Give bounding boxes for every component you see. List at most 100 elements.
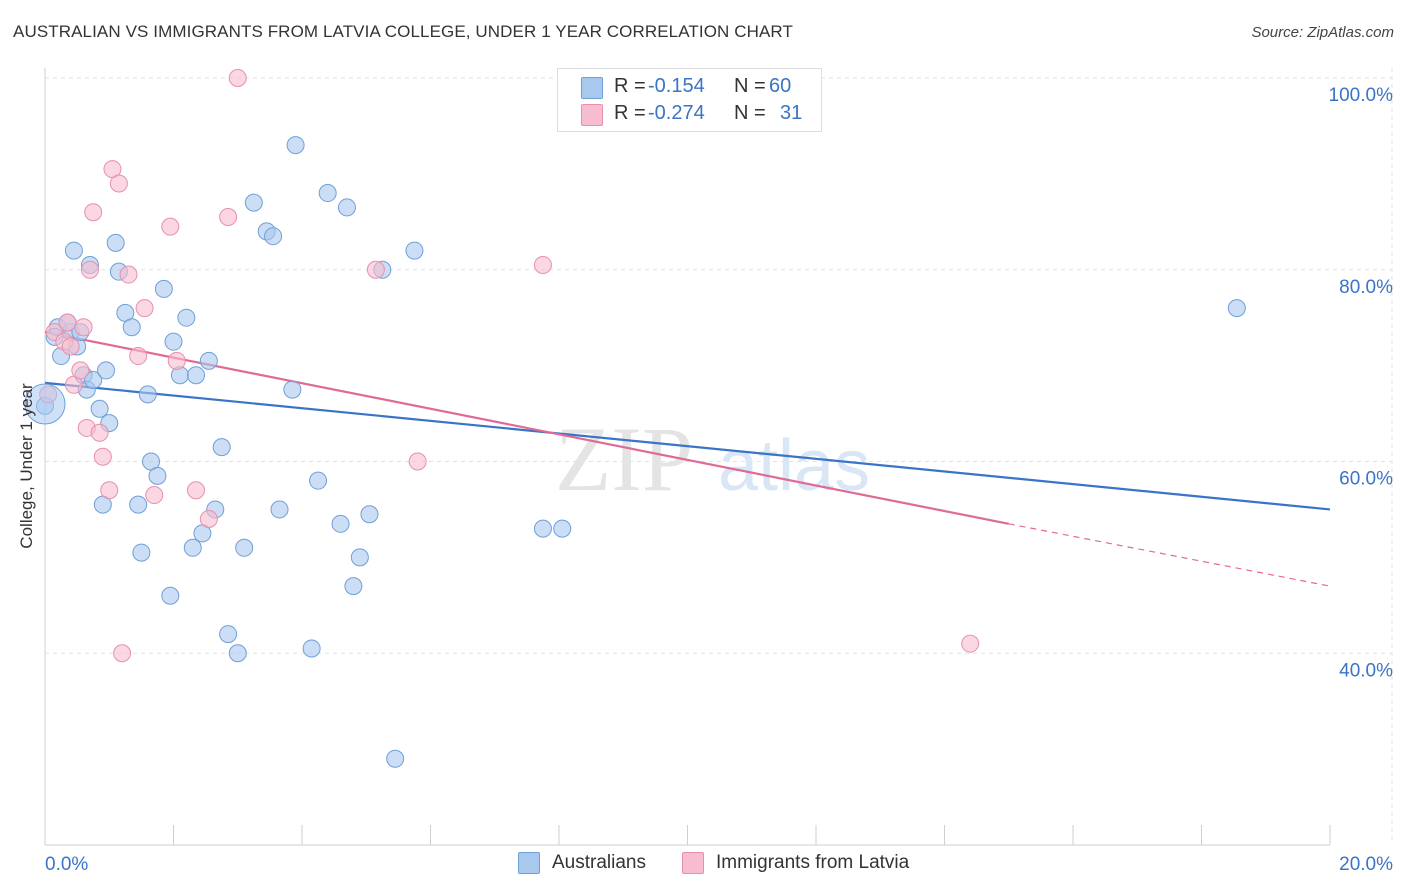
point-australians: [132, 543, 151, 562]
point-latvia: [167, 351, 186, 370]
point-australians: [106, 233, 125, 252]
legend-n-value: 60: [769, 75, 792, 97]
x-tick-label: 0.0%: [45, 854, 88, 875]
tick-labels: 40.0% 60.0% 80.0% 100.0% 0.0% 20.0%: [45, 85, 1393, 875]
source-credit: Source: ZipAtlas.com: [1251, 24, 1394, 41]
point-latvia: [199, 510, 218, 529]
point-latvia: [366, 260, 385, 279]
point-latvia: [93, 447, 112, 466]
point-australians: [84, 371, 103, 390]
legend-label: Immigrants from Latvia: [716, 852, 910, 873]
trend-line-latvia-extrapolated: [1008, 523, 1331, 587]
point-latvia: [119, 265, 138, 284]
point-australians-cluster: [24, 383, 66, 425]
legend-r-value: -0.274: [648, 102, 705, 124]
legend-row-latvia: R = -0.274 N = 31: [558, 102, 821, 128]
legend-r-label: R =: [614, 75, 646, 97]
legend-swatch-pink: [581, 104, 603, 126]
point-australians: [350, 548, 369, 567]
point-australians: [270, 500, 289, 519]
point-latvia: [74, 318, 93, 337]
point-latvia: [113, 644, 132, 663]
point-latvia: [533, 255, 552, 274]
watermark: ZIP atlas: [555, 408, 870, 510]
watermark-zip: ZIP: [555, 408, 693, 510]
data-points: [24, 69, 1246, 768]
point-latvia: [161, 217, 180, 236]
point-latvia: [228, 69, 247, 87]
point-latvia: [90, 423, 109, 442]
correlation-legend: R = -0.154 N = 60 R = -0.274 N = 31: [557, 68, 822, 132]
point-australians: [360, 505, 379, 524]
point-australians: [138, 385, 157, 404]
point-australians: [337, 198, 356, 217]
point-australians: [199, 351, 218, 370]
point-latvia: [145, 486, 164, 505]
point-australians: [318, 184, 337, 203]
legend-n-label: N =: [734, 102, 766, 124]
point-latvia: [219, 208, 238, 227]
point-australians: [64, 241, 83, 260]
point-australians: [331, 514, 350, 533]
legend-swatch-pink: [682, 852, 704, 874]
point-latvia: [61, 337, 80, 356]
point-australians: [286, 136, 305, 155]
legend-r-value: -0.154: [648, 75, 705, 97]
point-australians: [1227, 299, 1246, 318]
point-australians: [228, 644, 247, 663]
point-australians: [235, 538, 254, 557]
point-australians: [183, 538, 202, 557]
legend-swatch-blue: [518, 852, 540, 874]
y-tick-label: 60.0%: [1339, 469, 1393, 490]
point-australians: [148, 466, 167, 485]
point-australians: [177, 308, 196, 327]
series-legend: Australians Immigrants from Latvia: [0, 852, 1406, 878]
legend-item-latvia[interactable]: Immigrants from Latvia: [682, 852, 909, 874]
point-australians: [553, 519, 572, 538]
legend-row-australians: R = -0.154 N = 60: [558, 75, 821, 101]
point-australians: [302, 639, 321, 658]
point-australians: [212, 438, 231, 457]
point-australians: [309, 471, 328, 490]
point-australians: [186, 366, 205, 385]
point-latvia: [135, 299, 154, 318]
point-latvia: [80, 260, 99, 279]
legend-n-value: 31: [780, 102, 803, 124]
watermark-atlas: atlas: [718, 426, 870, 506]
legend-r-label: R =: [614, 102, 646, 124]
legend-label: Australians: [552, 852, 646, 873]
y-tick-label: 40.0%: [1339, 660, 1393, 681]
point-australians: [122, 318, 141, 337]
point-australians: [405, 241, 424, 260]
point-australians: [129, 495, 148, 514]
point-australians: [386, 749, 405, 768]
axes: [44, 68, 1331, 846]
point-latvia: [71, 361, 90, 380]
point-australians: [164, 332, 183, 351]
legend-item-australians[interactable]: Australians: [518, 852, 646, 874]
point-latvia: [58, 313, 77, 332]
point-latvia: [129, 347, 148, 366]
legend-n-label: N =: [734, 75, 766, 97]
point-australians: [90, 399, 109, 418]
point-latvia: [961, 634, 980, 653]
point-latvia: [109, 174, 128, 193]
legend-swatch-blue: [581, 77, 603, 99]
trend-line-australians: [44, 381, 1331, 511]
point-latvia: [84, 203, 103, 222]
x-tick-label: 20.0%: [1339, 854, 1393, 875]
point-latvia: [100, 481, 119, 500]
chart-title: AUSTRALIAN VS IMMIGRANTS FROM LATVIA COL…: [13, 22, 793, 41]
point-australians: [97, 361, 116, 380]
point-australians: [533, 519, 552, 538]
point-australians: [344, 577, 363, 596]
point-australians: [161, 586, 180, 605]
gridlines: [45, 68, 1393, 845]
point-latvia: [186, 481, 205, 500]
y-tick-label: 80.0%: [1339, 277, 1393, 298]
point-australians: [283, 380, 302, 399]
point-australians: [244, 193, 263, 212]
y-axis-label: College, Under 1 year: [17, 383, 36, 549]
point-australians: [264, 227, 283, 246]
